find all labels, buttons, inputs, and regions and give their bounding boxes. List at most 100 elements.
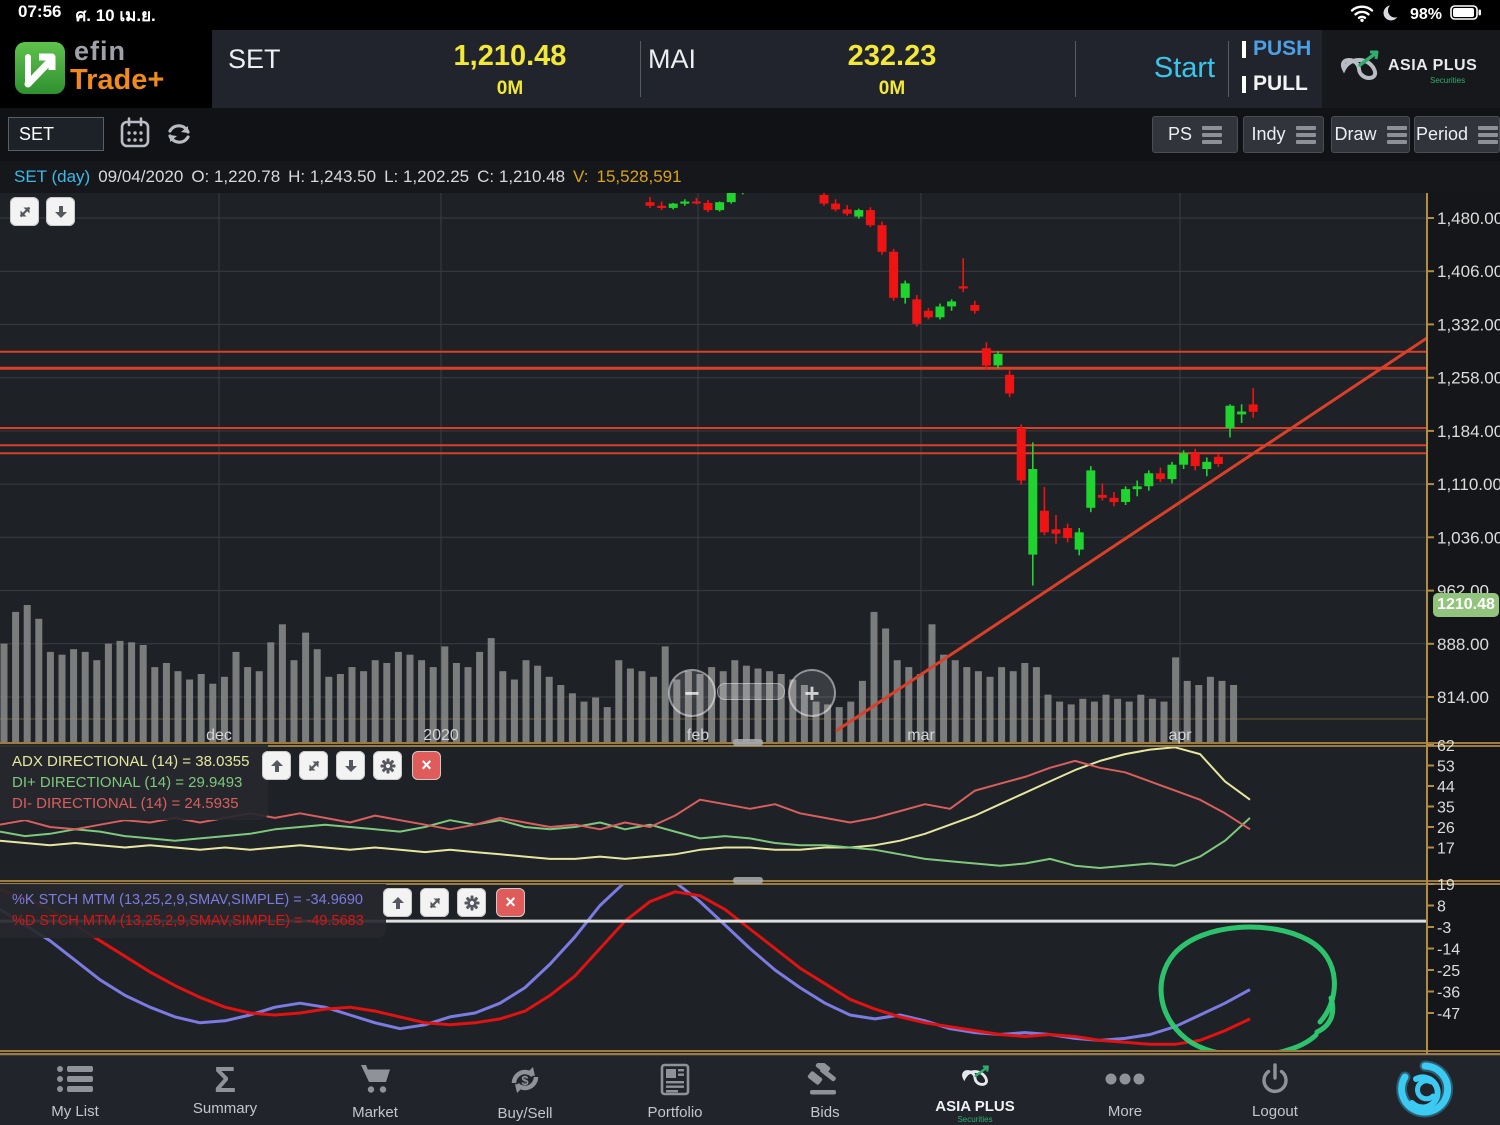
svg-text:dec: dec	[206, 727, 232, 744]
stch-d-line-label: %D STCH MTM (13,25,2,9,SMAV,SIMPLE) = -4…	[12, 913, 364, 929]
clock: 07:56	[18, 1, 62, 21]
svg-text:$: $	[521, 1073, 529, 1088]
buy-sell-icon: $	[506, 1063, 544, 1102]
svg-text:-47: -47	[1437, 1006, 1460, 1023]
svg-text:-25: -25	[1437, 963, 1460, 980]
efin-logo-icon	[14, 39, 66, 97]
nav-buy-sell[interactable]: $ Buy/Sell	[450, 1056, 600, 1125]
pane-resize-handle[interactable]	[733, 877, 763, 884]
nav-logout[interactable]: Logout	[1200, 1056, 1350, 1125]
mai-index-volume: 0M	[878, 78, 906, 99]
sigma-icon: Σ	[214, 1059, 236, 1100]
gavel-icon	[806, 1060, 844, 1101]
indy-menu-button[interactable]: Indy	[1243, 116, 1324, 153]
svg-text:1,184.00: 1,184.00	[1437, 422, 1500, 441]
set-index-value: 1,210.48	[453, 40, 567, 72]
adx-settings-button[interactable]	[373, 751, 402, 780]
nav-market[interactable]: Market	[300, 1056, 450, 1125]
nav-summary[interactable]: Σ Summary	[192, 1059, 258, 1118]
svg-text:mar: mar	[907, 727, 935, 744]
broker-logo: ASIA PLUS Securities	[1322, 30, 1500, 108]
logo-text-efin: efin	[74, 36, 127, 66]
chart-expand-button[interactable]	[10, 197, 39, 226]
mai-index-label: MAI	[648, 44, 697, 74]
svg-text:1,406.00: 1,406.00	[1437, 262, 1500, 281]
bottom-nav: My List Σ Summary Market $ Buy/Sell Port…	[0, 1055, 1500, 1125]
header: efin Trade+ SET 1,210.48 0M MAI 232.23 0…	[0, 30, 1500, 108]
divider	[1075, 41, 1076, 97]
push-button[interactable]: PUSH	[1242, 37, 1311, 61]
assistant-button[interactable]	[1350, 1056, 1500, 1125]
symbol-input[interactable]: SET	[8, 117, 104, 151]
divider	[1228, 41, 1229, 97]
draw-menu-button[interactable]: Draw	[1331, 116, 1410, 153]
stch-settings-button[interactable]	[457, 888, 486, 917]
svg-text:2020: 2020	[423, 727, 459, 744]
ps-menu-button[interactable]: PS	[1152, 116, 1238, 153]
pull-bar-icon	[1242, 75, 1246, 93]
pane-resize-handle[interactable]	[733, 739, 763, 746]
status-bar: 07:56 ศ. 10 เม.ย. 98%	[0, 0, 1500, 30]
mai-index-value: 232.23	[847, 40, 937, 72]
low-value: L: 1,202.25	[384, 167, 470, 186]
pull-button[interactable]: PULL	[1242, 72, 1308, 96]
nav-more[interactable]: More	[1050, 1056, 1200, 1125]
menu-icon	[1295, 123, 1316, 147]
svg-text:-3: -3	[1437, 920, 1451, 937]
zoom-out-button[interactable]: −	[668, 669, 716, 717]
adx-move-up-button[interactable]	[262, 751, 291, 780]
stch-move-up-button[interactable]	[383, 888, 412, 917]
svg-text:1,332.00: 1,332.00	[1437, 315, 1500, 334]
start-button[interactable]: Start	[1153, 52, 1216, 84]
broker-sub: Securities	[957, 1115, 993, 1124]
svg-text:35: 35	[1437, 800, 1455, 817]
portfolio-icon	[660, 1063, 690, 1101]
adx-indicator-legend: ADX DIRECTIONAL (14) = 38.0355 DI+ DIREC…	[0, 745, 268, 820]
close-value: C: 1,210.48	[477, 167, 566, 186]
nav-my-list[interactable]: My List	[0, 1056, 150, 1125]
svg-text:888.00: 888.00	[1437, 635, 1489, 654]
svg-text:1,036.00: 1,036.00	[1437, 528, 1500, 547]
di-minus-line-label: DI- DIRECTIONAL (14) = 24.5935	[12, 795, 239, 812]
chart-move-down-button[interactable]	[46, 197, 75, 226]
svg-text:feb: feb	[687, 727, 709, 744]
ohlc-info-line: SET (day) 09/04/2020 O: 1,220.78 H: 1,24…	[0, 161, 1500, 193]
moon-icon	[1382, 3, 1402, 28]
zoom-in-button[interactable]: +	[788, 669, 836, 717]
calendar-icon[interactable]	[120, 117, 150, 154]
power-icon	[1258, 1063, 1292, 1100]
divider	[640, 41, 641, 97]
svg-text:-36: -36	[1437, 985, 1460, 1002]
stch-close-button[interactable]: ×	[496, 888, 525, 917]
svg-text:-14: -14	[1437, 942, 1460, 959]
broker-name: ASIA PLUS	[1388, 57, 1478, 74]
svg-text:8: 8	[1437, 898, 1446, 915]
chart-symbol: SET (day)	[14, 167, 91, 186]
svg-text:44: 44	[1437, 779, 1455, 796]
adx-close-button[interactable]: ×	[412, 751, 441, 780]
adx-expand-button[interactable]	[299, 751, 328, 780]
svg-text:53: 53	[1437, 759, 1455, 776]
nav-asia-plus[interactable]: ASIA PLUS Securities	[900, 1056, 1050, 1125]
market-summary-bar: SET 1,210.48 0M MAI 232.23 0M Start PUSH…	[212, 30, 1322, 108]
assistant-spiral-icon	[1395, 1059, 1455, 1124]
refresh-icon[interactable]	[163, 119, 195, 154]
high-value: H: 1,243.50	[288, 167, 377, 186]
zoom-slider[interactable]	[717, 683, 785, 700]
svg-text:17: 17	[1437, 841, 1455, 858]
main-chart[interactable]: 1,480.00 1,406.00 1,332.00 1,258.00 1,184.00…	[0, 193, 1500, 1055]
broker-sub: Securities	[1430, 76, 1466, 85]
set-index-label: SET	[228, 44, 281, 74]
svg-text:19: 19	[1437, 877, 1455, 894]
chart-toolbar: SET PS Indy Draw Period	[0, 108, 1500, 161]
stch-expand-button[interactable]	[420, 888, 449, 917]
svg-text:apr: apr	[1168, 727, 1192, 744]
period-menu-button[interactable]: Period	[1414, 116, 1500, 153]
nav-portfolio[interactable]: Portfolio	[600, 1056, 750, 1125]
list-icon	[56, 1063, 94, 1100]
nav-bids[interactable]: Bids	[750, 1056, 900, 1125]
stch-indicator-legend: %K STCH MTM (13,25,2,9,SMAV,SIMPLE) = -3…	[0, 884, 386, 938]
adx-move-down-button[interactable]	[336, 751, 365, 780]
stch-k-line-label: %K STCH MTM (13,25,2,9,SMAV,SIMPLE) = -3…	[12, 892, 363, 908]
